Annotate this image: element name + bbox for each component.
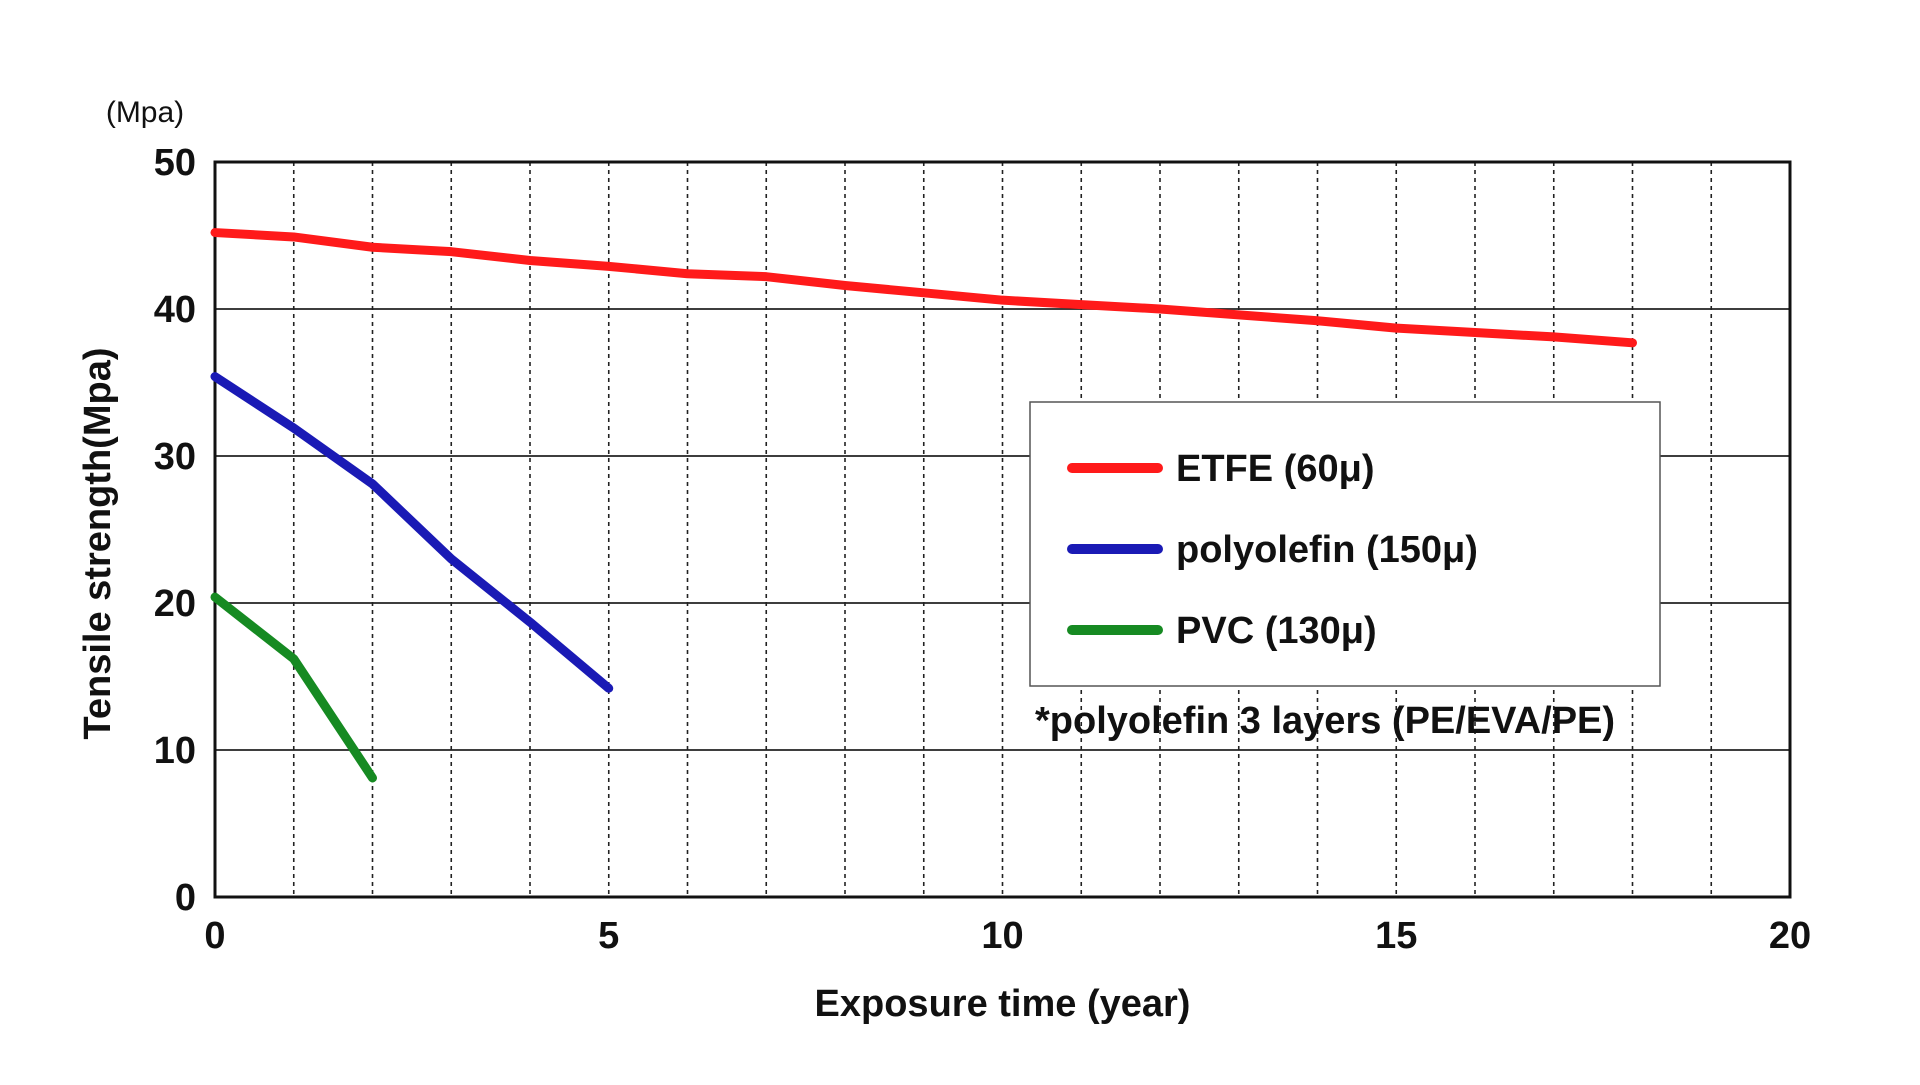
x-tick-label: 20 — [1769, 915, 1811, 957]
y-tick-label: 10 — [154, 730, 196, 772]
y-tick-label: 0 — [175, 877, 196, 919]
plot-frame — [213, 160, 1792, 899]
series-line-2 — [210, 372, 614, 693]
y-unit-label: (Mpa) — [106, 96, 184, 129]
legend: ETFE (60μ) polyolefin (150μ) PVC (130μ) — [1029, 401, 1661, 687]
x-tick-label: 0 — [204, 915, 225, 957]
series-layer — [210, 228, 1637, 783]
x-tick-label: 5 — [598, 915, 619, 957]
label-layer: *polyolefin 3 layers (PE/EVA/PE) 0 10 20 30 4… — [77, 96, 1811, 1025]
x-tick-label: 10 — [981, 915, 1023, 957]
y-tick-label: 40 — [154, 289, 196, 331]
y-tick-label: 30 — [154, 436, 196, 478]
series-line-1 — [210, 228, 1637, 348]
x-axis-title: Exposure time (year) — [815, 983, 1191, 1025]
y-tick-label: 20 — [154, 583, 196, 625]
legend-label-3: PVC (130μ) — [1176, 610, 1377, 652]
series-line-3 — [210, 592, 377, 783]
legend-label-1: ETFE (60μ) — [1176, 448, 1375, 490]
y-axis-title: Tensile strength(Mpa) — [77, 348, 119, 740]
annotation-note: *polyolefin 3 layers (PE/EVA/PE) — [1035, 700, 1615, 742]
x-tick-label: 15 — [1375, 915, 1417, 957]
y-tick-label: 50 — [154, 142, 196, 184]
legend-label-2: polyolefin (150μ) — [1176, 529, 1478, 571]
